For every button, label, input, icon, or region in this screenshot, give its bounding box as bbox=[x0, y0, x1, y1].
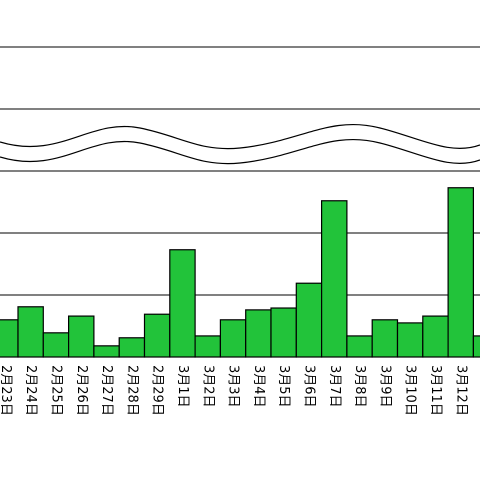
bar bbox=[422, 315, 449, 358]
x-tick-label: 3月10日 bbox=[403, 365, 418, 416]
x-tick-label: 2月24日 bbox=[23, 365, 38, 416]
x-tick-label: 3月12日 bbox=[453, 365, 468, 416]
bar bbox=[219, 319, 247, 358]
bar bbox=[93, 345, 120, 358]
bar bbox=[295, 282, 323, 358]
axis-break-line bbox=[0, 124, 480, 150]
x-tick-label: 3月11日 bbox=[428, 365, 443, 416]
x-tick-label: 2月26日 bbox=[74, 365, 89, 416]
bar bbox=[17, 306, 44, 358]
bar bbox=[245, 309, 272, 358]
bar bbox=[270, 307, 297, 358]
axis-break-line bbox=[0, 139, 480, 165]
bar bbox=[346, 335, 373, 358]
bar bbox=[67, 315, 95, 358]
x-tick-label: 3月2日 bbox=[200, 365, 215, 408]
bar bbox=[447, 187, 475, 358]
x-tick-label: 2月28日 bbox=[124, 365, 139, 416]
bar bbox=[169, 249, 196, 358]
bar bbox=[321, 200, 348, 358]
x-tick-label: 2月25日 bbox=[48, 365, 63, 416]
x-tick-label: 2月27日 bbox=[99, 365, 114, 416]
x-tick-label: 3月4日 bbox=[251, 365, 266, 408]
bar bbox=[396, 322, 424, 358]
x-tick-label: 2月29日 bbox=[150, 365, 165, 416]
x-tick-label: 3月6日 bbox=[301, 365, 316, 408]
x-tick-label: 3月8日 bbox=[352, 365, 367, 408]
bar bbox=[371, 319, 399, 358]
bar bbox=[118, 337, 146, 358]
bar bbox=[42, 332, 70, 358]
bar bbox=[194, 335, 222, 358]
bar bbox=[472, 335, 480, 358]
axis-break bbox=[0, 124, 480, 164]
x-tick-label: 3月7日 bbox=[327, 365, 342, 408]
bar bbox=[143, 313, 171, 358]
x-tick-label: 3月3日 bbox=[226, 365, 241, 408]
x-tick-label: 2月23日 bbox=[0, 365, 13, 416]
bar bbox=[0, 319, 19, 358]
x-tick-label: 3月9日 bbox=[377, 365, 392, 408]
x-tick-label: 3月1日 bbox=[175, 365, 190, 408]
x-tick-label: 3月5日 bbox=[276, 365, 291, 408]
